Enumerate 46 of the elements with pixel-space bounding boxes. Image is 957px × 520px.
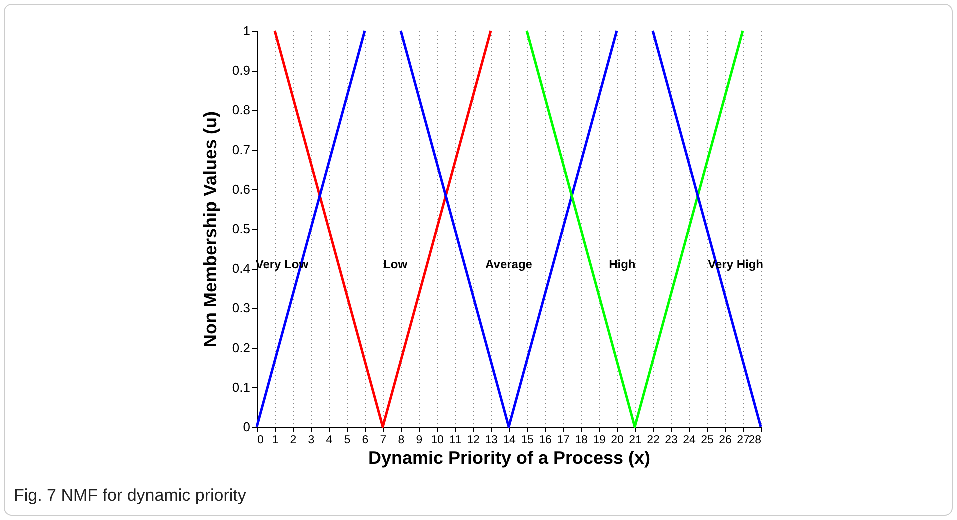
x-tick-label: 7 xyxy=(380,434,387,446)
annotation: High xyxy=(609,258,636,272)
x-tick-label: 14 xyxy=(503,434,516,446)
x-tick-label: 27 xyxy=(737,434,750,446)
y-tick-label: 0.1 xyxy=(232,380,250,395)
x-tick-label: 21 xyxy=(629,434,642,446)
y-tick-label: 0.4 xyxy=(232,261,250,276)
x-tick-label: 20 xyxy=(611,434,624,446)
x-tick-label: 15 xyxy=(521,434,534,446)
x-tick-label: 18 xyxy=(575,434,588,446)
y-tick-label: 0.9 xyxy=(232,63,250,78)
x-tick-label: 8 xyxy=(398,434,405,446)
x-axis-title: Dynamic Priority of a Process (x) xyxy=(368,448,651,468)
x-tick-label: 1 xyxy=(272,434,279,446)
x-tick-label: 2 xyxy=(290,434,297,446)
x-tick-label: 23 xyxy=(665,434,678,446)
y-tick-label: 1 xyxy=(243,24,250,38)
annotation: Low xyxy=(384,258,408,272)
x-tick-label: 10 xyxy=(431,434,444,446)
x-tick-label: 16 xyxy=(539,434,552,446)
y-tick-label: 0.3 xyxy=(232,300,250,316)
y-tick-label: 0.8 xyxy=(232,102,250,118)
x-tick-label: 4 xyxy=(326,434,334,446)
x-tick-label: 28 xyxy=(748,434,762,446)
x-tick-label: 25 xyxy=(701,434,714,446)
annotation: Average xyxy=(486,258,533,272)
x-tick-label: 26 xyxy=(719,434,732,446)
x-tick-label: 6 xyxy=(362,434,369,446)
x-tick-label: 5 xyxy=(344,434,351,446)
x-tick-label: 22 xyxy=(647,434,660,446)
y-tick-label: 0 xyxy=(243,420,250,434)
x-tick-label: 9 xyxy=(416,434,423,446)
y-tick-label: 0.6 xyxy=(232,182,250,197)
x-tick-label: 0 xyxy=(258,434,264,446)
x-tick-label: 3 xyxy=(308,434,315,446)
y-tick-label: 0.2 xyxy=(232,340,250,356)
caption: Fig. 7 NMF for dynamic priority xyxy=(14,486,246,506)
x-tick-label: 24 xyxy=(683,434,696,446)
x-tick-label: 19 xyxy=(593,434,606,446)
x-tick-label: 12 xyxy=(467,434,480,446)
x-tick-label: 13 xyxy=(485,434,498,446)
x-tick-label: 11 xyxy=(450,434,462,446)
x-tick-label: 17 xyxy=(557,434,570,446)
y-tick-label: 0.5 xyxy=(232,222,250,236)
y-tick-label: 0.7 xyxy=(232,142,250,158)
y-axis-title: Non Membership Values (u) xyxy=(200,111,220,348)
